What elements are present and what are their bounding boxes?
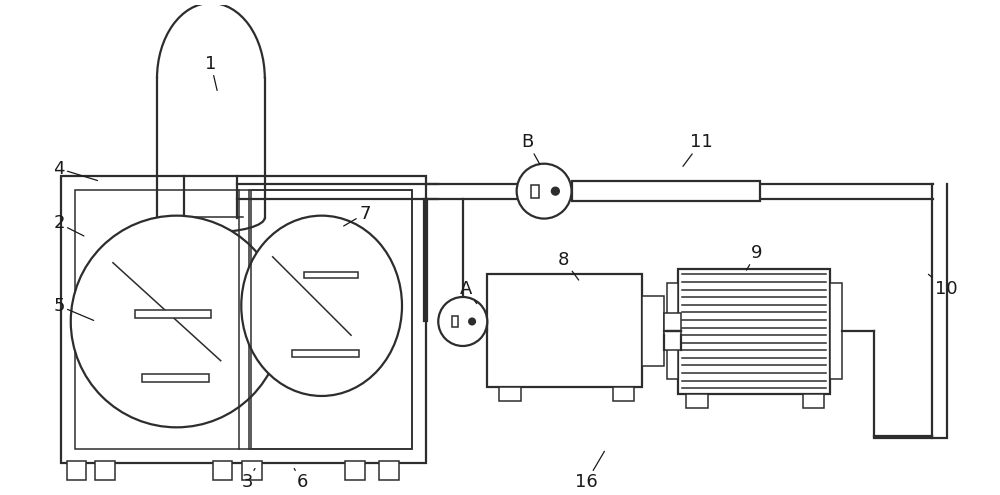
Bar bbox=[242, 461, 262, 480]
Text: 16: 16 bbox=[575, 451, 604, 491]
Bar bbox=[345, 461, 365, 480]
Text: 1: 1 bbox=[205, 55, 217, 91]
Bar bbox=[686, 394, 708, 408]
Bar bbox=[499, 387, 521, 401]
Circle shape bbox=[551, 187, 559, 195]
Circle shape bbox=[517, 164, 572, 219]
Text: 3: 3 bbox=[241, 468, 255, 491]
Bar bbox=[213, 461, 232, 480]
Bar bbox=[803, 394, 824, 408]
Ellipse shape bbox=[71, 216, 282, 427]
Bar bbox=[667, 283, 678, 379]
Bar bbox=[67, 461, 86, 480]
Bar bbox=[292, 350, 359, 357]
Bar bbox=[664, 313, 681, 350]
Text: 10: 10 bbox=[928, 274, 957, 298]
Bar bbox=[572, 181, 760, 201]
Bar bbox=[642, 296, 664, 366]
Text: A: A bbox=[460, 280, 477, 303]
Text: 6: 6 bbox=[294, 468, 308, 491]
Text: 7: 7 bbox=[344, 205, 371, 226]
Bar bbox=[531, 185, 539, 198]
Bar bbox=[830, 283, 842, 379]
Text: B: B bbox=[521, 133, 540, 164]
Text: 9: 9 bbox=[746, 244, 763, 270]
Text: 8: 8 bbox=[558, 251, 579, 280]
Bar bbox=[75, 190, 412, 449]
Bar bbox=[135, 310, 211, 318]
Bar bbox=[452, 316, 458, 327]
Bar bbox=[379, 461, 399, 480]
Bar bbox=[95, 461, 115, 480]
Text: 11: 11 bbox=[683, 133, 712, 166]
Text: 5: 5 bbox=[53, 297, 94, 320]
Bar bbox=[142, 374, 209, 382]
Bar bbox=[613, 387, 634, 401]
Circle shape bbox=[438, 297, 487, 346]
Bar bbox=[251, 190, 412, 449]
Bar bbox=[304, 272, 358, 278]
Circle shape bbox=[469, 318, 475, 325]
Ellipse shape bbox=[241, 216, 402, 396]
Text: 2: 2 bbox=[53, 214, 84, 236]
Text: 4: 4 bbox=[53, 159, 98, 181]
Bar bbox=[678, 269, 830, 394]
Bar bbox=[61, 176, 426, 463]
Bar bbox=[487, 274, 642, 387]
